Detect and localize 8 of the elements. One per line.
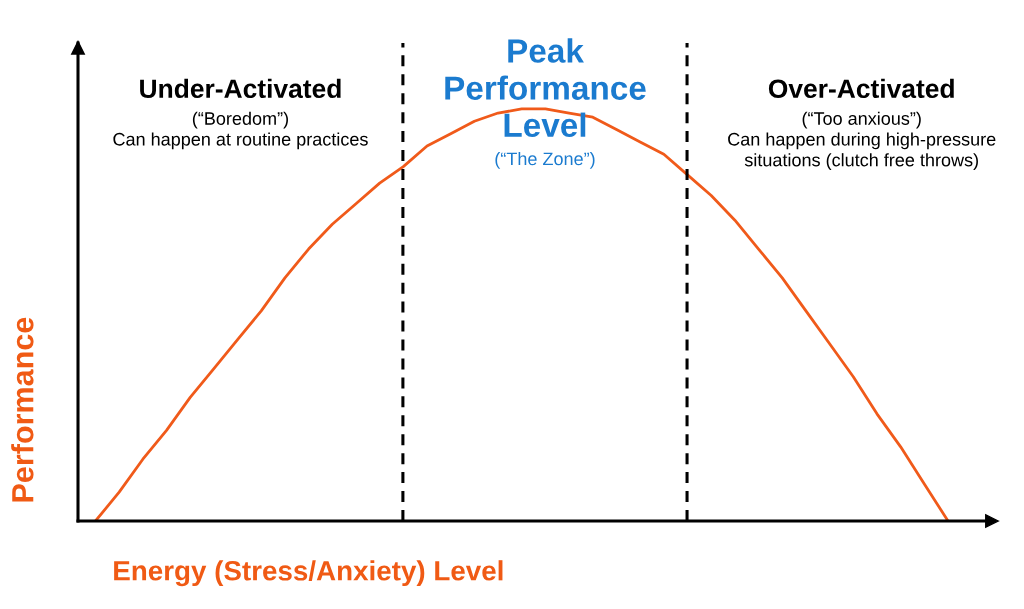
- annotation: Peak Performance Level: [445, 38, 646, 138]
- text: Under-Activated: [140, 78, 341, 99]
- y-axis-title: Performance: [11, 317, 34, 502]
- annotation: (“Too anxious”) Can happen during high-pressure situations (clutch free throws): [728, 111, 996, 170]
- annotation: (“The Zone”): [495, 151, 595, 169]
- x-axis-title: Energy (Stress/Anxiety) Level: [114, 560, 503, 587]
- annotation: (“Boredom”) Can happen at routine practices: [113, 111, 368, 150]
- text: Over-Activated: [768, 78, 954, 99]
